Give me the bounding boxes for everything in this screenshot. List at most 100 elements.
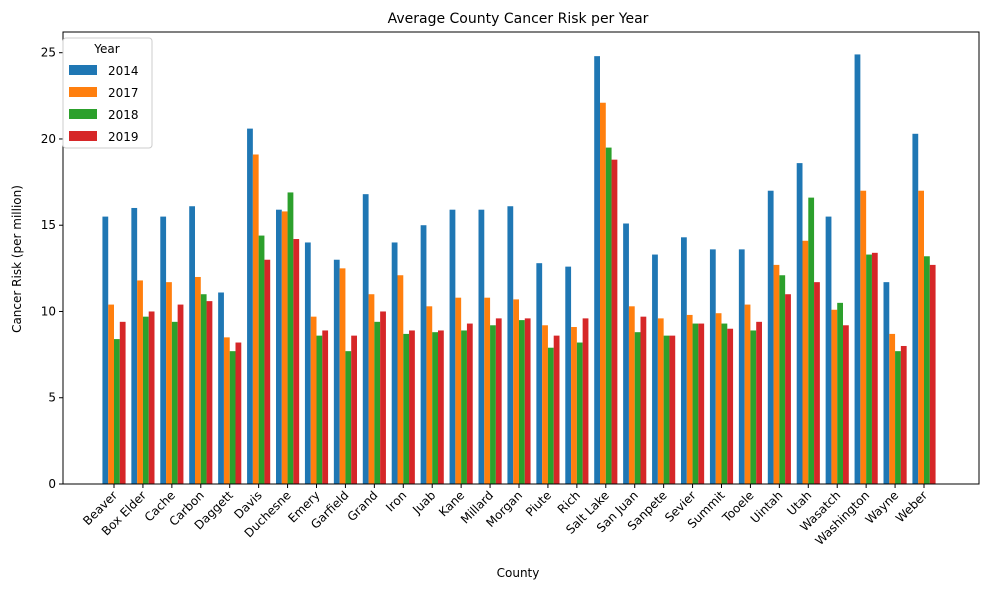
bar-2017-san-juan — [628, 306, 635, 484]
bar-2017-washington — [860, 190, 867, 484]
bar-2019-davis — [264, 259, 271, 484]
bar-2014-iron — [391, 242, 398, 484]
bar-2018-wayne — [895, 351, 901, 484]
bar-2018-millard — [490, 325, 496, 484]
bar-2018-beaver — [114, 339, 120, 484]
bar-2014-wayne — [883, 282, 890, 484]
bar-2018-juab — [432, 332, 438, 484]
legend-label-2019: 2019 — [108, 130, 139, 144]
bar-2014-daggett — [218, 292, 224, 484]
bar-2018-daggett — [229, 351, 236, 484]
bar-2014-san-juan — [623, 223, 629, 484]
bar-2019-juab — [438, 330, 444, 484]
bar-2017-sevier — [686, 314, 693, 484]
bar-2019-millard — [495, 318, 502, 484]
legend-label-2017: 2017 — [108, 86, 139, 100]
bar-2014-grand — [362, 194, 369, 485]
legend-swatch-2014 — [69, 65, 97, 75]
y-tick-label: 20 — [41, 132, 56, 146]
bar-2014-piute — [536, 263, 543, 484]
bar-2018-davis — [258, 235, 265, 484]
bar-2017-uintah — [773, 264, 780, 484]
x-tick-label: Piute — [523, 488, 554, 519]
y-tick-label: 5 — [48, 391, 56, 405]
bar-2018-piute — [547, 347, 554, 484]
legend-swatch-2017 — [69, 87, 97, 97]
bar-2019-wasatch — [843, 325, 849, 484]
x-tick-label: Weber — [893, 488, 930, 525]
bar-2014-kane — [449, 209, 456, 484]
bar-2014-uintah — [767, 190, 774, 484]
bar-2014-tooele — [738, 249, 745, 484]
bar-2018-wasatch — [837, 302, 843, 484]
y-tick-label: 25 — [41, 46, 56, 60]
bar-2017-juab — [426, 306, 433, 484]
bar-2018-carbon — [200, 294, 207, 484]
y-axis-label: Cancer Risk (per million) — [10, 185, 24, 333]
bar-2017-salt-lake — [600, 102, 606, 484]
bars-group — [102, 54, 936, 485]
x-tick-label: Wayne — [863, 488, 902, 527]
bar-2019-wayne — [900, 345, 907, 484]
bar-2017-sanpete — [657, 318, 664, 484]
bar-2018-duchesne — [287, 192, 294, 484]
bar-2017-utah — [802, 240, 809, 484]
bar-2019-kane — [466, 323, 473, 484]
bar-2017-wayne — [889, 333, 896, 484]
bar-2014-millard — [478, 209, 485, 484]
bar-2019-duchesne — [293, 239, 300, 484]
bar-2017-beaver — [108, 304, 114, 484]
x-axis-label: County — [497, 566, 540, 580]
bar-2019-utah — [814, 282, 820, 484]
bar-2017-garfield — [339, 268, 346, 484]
bar-2018-salt-lake — [605, 147, 612, 484]
bar-2018-garfield — [345, 351, 352, 484]
bar-2018-iron — [403, 333, 410, 484]
y-axis: 0 5 10 15 20 25 — [41, 46, 63, 491]
x-tick-label: Uintah — [748, 488, 786, 526]
bar-2018-rich — [576, 342, 583, 484]
bar-2014-juab — [420, 225, 427, 484]
bar-2019-iron — [409, 330, 415, 484]
bar-2017-kane — [455, 297, 462, 484]
bar-2019-daggett — [235, 342, 242, 484]
bar-2019-piute — [553, 335, 560, 484]
bar-2019-garfield — [351, 335, 357, 484]
bar-2014-rich — [565, 266, 572, 484]
bar-2014-box-elder — [131, 207, 138, 484]
bar-2014-morgan — [507, 206, 514, 485]
bar-2018-tooele — [750, 330, 757, 484]
bar-2019-grand — [380, 311, 386, 484]
bar-2018-box-elder — [142, 316, 149, 484]
legend-label-2014: 2014 — [108, 64, 139, 78]
bar-2019-summit — [727, 328, 734, 484]
bar-2019-beaver — [119, 321, 126, 484]
bar-2018-grand — [374, 321, 381, 484]
bar-2017-daggett — [223, 337, 230, 484]
plot-area-frame — [62, 31, 980, 485]
legend-swatch-2019 — [69, 131, 97, 141]
bar-2018-san-juan — [634, 332, 641, 484]
bar-2014-davis — [247, 128, 253, 485]
bar-2014-summit — [709, 249, 716, 484]
bar-2018-uintah — [779, 275, 786, 484]
bar-2019-cache — [177, 304, 184, 484]
bar-2019-box-elder — [148, 311, 155, 484]
bar-2014-sanpete — [652, 254, 658, 484]
bar-2014-beaver — [102, 216, 109, 484]
bar-2019-san-juan — [640, 316, 647, 484]
bar-2017-duchesne — [281, 211, 288, 485]
bar-2017-rich — [571, 327, 577, 484]
bar-2017-cache — [166, 282, 172, 484]
bar-2019-rich — [582, 318, 589, 484]
y-tick-label: 0 — [48, 477, 56, 491]
x-tick-label: Grand — [345, 488, 381, 524]
bar-2017-grand — [368, 294, 375, 484]
bar-2014-cache — [160, 216, 167, 484]
bar-2017-piute — [542, 325, 548, 484]
bar-2017-morgan — [513, 299, 519, 484]
bar-2017-tooele — [744, 304, 751, 484]
y-tick-label: 10 — [41, 304, 56, 318]
